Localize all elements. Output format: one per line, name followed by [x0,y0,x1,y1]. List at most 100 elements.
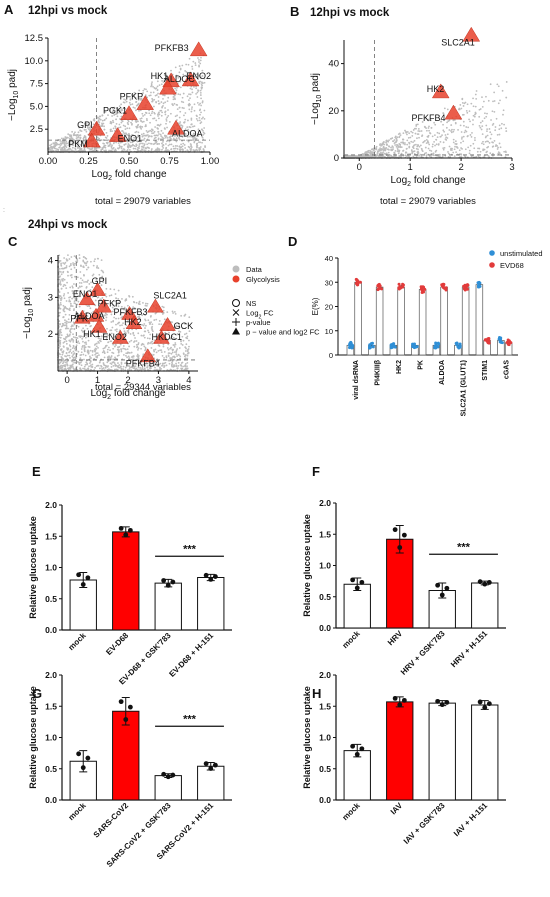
replicate-dot [161,771,167,777]
background-point [383,141,385,143]
background-point [394,144,397,146]
background-point [113,345,116,348]
background-point [173,102,176,105]
background-point [147,341,150,344]
background-point [150,135,153,138]
replicate-dot [465,283,469,287]
background-point [109,130,112,133]
replicate-dot [456,345,460,349]
background-point [95,355,97,358]
background-point [491,110,494,113]
background-point [417,130,420,132]
background-point [153,105,155,108]
background-point [71,290,74,292]
background-point [99,298,101,301]
background-point [63,146,65,149]
background-point [61,142,64,145]
background-point [62,262,65,264]
background-point [198,130,201,132]
gene-label: ALDOA [172,128,203,138]
y-tick-label: 10.0 [25,56,44,67]
background-point [142,120,145,123]
background-point [175,325,177,328]
background-point [379,153,382,155]
background-point [152,353,155,356]
background-point [179,121,182,123]
background-point [63,267,66,270]
background-point [140,117,143,120]
background-point [179,75,182,78]
background-point [424,146,427,149]
background-point [106,348,109,351]
background-point [91,295,94,298]
background-point [463,124,465,127]
background-point [72,356,75,359]
background-point [88,126,91,129]
background-point [141,125,144,128]
background-point [370,155,373,158]
background-point [136,355,139,358]
background-point [442,112,445,115]
y-axis-label: E(%) [311,297,320,315]
background-point [180,100,183,103]
background-point [126,362,129,365]
background-point [184,350,187,352]
background-point [453,148,456,151]
background-point [190,145,192,148]
background-point [158,143,161,145]
background-point [461,98,464,101]
background-point [73,308,75,310]
background-point [409,153,412,155]
background-point [444,134,447,136]
background-point [102,347,105,350]
background-point [474,112,477,115]
background-point [111,351,114,354]
background-point [66,348,69,351]
background-point [164,128,166,130]
background-point [432,152,435,155]
background-point [91,350,94,352]
background-point [428,129,430,132]
background-point [469,134,472,136]
background-point [474,136,476,139]
background-point [137,343,140,346]
glycolysis-point [431,83,450,99]
background-point [121,120,124,123]
background-point [79,335,82,338]
background-point [62,140,65,143]
background-point [375,148,378,151]
background-point [171,321,173,324]
background-point [154,366,156,369]
background-point [132,306,135,309]
background-point [100,277,103,280]
y-tick-label: 4 [48,256,53,267]
background-point [107,114,109,117]
background-point [197,74,200,77]
background-point [186,354,189,357]
background-point [82,353,85,356]
background-point [496,133,499,136]
background-point [109,141,111,144]
background-point [89,364,92,367]
y-tick-label: 0.5 [45,764,57,774]
background-point [489,131,492,134]
background-point [399,134,402,137]
background-point [85,264,88,267]
background-point [105,338,108,341]
background-point [50,145,53,148]
background-point [173,344,176,346]
background-point [345,155,348,158]
background-point [184,69,187,72]
background-point [485,95,487,98]
background-point [86,125,89,128]
background-point [168,136,171,138]
background-point [175,140,178,143]
gene-label: GPI [92,276,108,286]
background-point [64,355,66,357]
background-point [162,97,164,100]
background-point [69,331,72,334]
background-point [95,345,98,348]
background-point [175,364,178,367]
background-point [137,366,140,369]
background-point [82,142,85,145]
